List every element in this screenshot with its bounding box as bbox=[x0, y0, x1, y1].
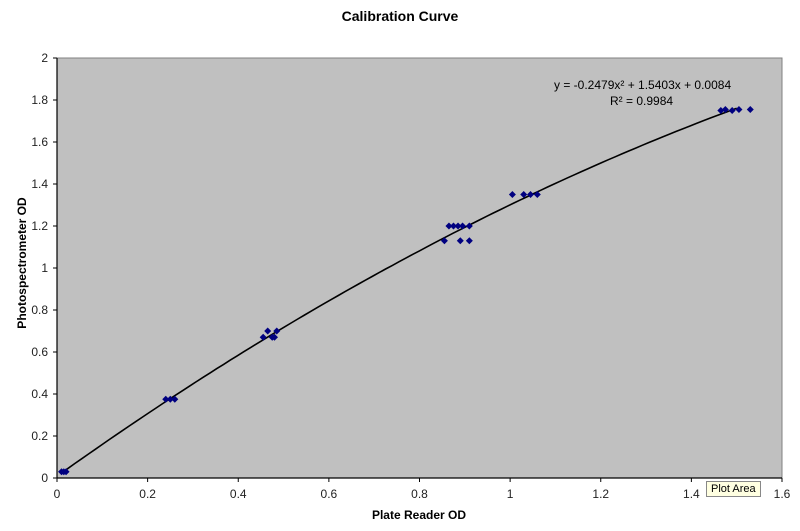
x-tick-label: 1.4 bbox=[683, 487, 700, 501]
data-point bbox=[273, 327, 281, 335]
data-point bbox=[520, 191, 528, 198]
data-point bbox=[166, 395, 174, 403]
x-tick-label: 0.2 bbox=[139, 487, 156, 501]
data-point bbox=[721, 105, 729, 113]
y-tick-label: 1.8 bbox=[31, 93, 48, 107]
data-point bbox=[746, 105, 754, 113]
data-point bbox=[259, 333, 267, 341]
plot-area-tooltip: Plot Area bbox=[706, 481, 761, 497]
chart-title: Calibration Curve bbox=[341, 8, 459, 24]
data-point bbox=[456, 237, 464, 245]
data-point bbox=[465, 222, 473, 230]
data-point bbox=[440, 237, 448, 245]
x-tick-label: 0 bbox=[54, 487, 61, 501]
y-tick-label: 0.4 bbox=[31, 387, 48, 401]
svg-text:y = -0.2479x² + 1.5403x + 0.00: y = -0.2479x² + 1.5403x + 0.0084 bbox=[554, 78, 731, 92]
plot-area[interactable] bbox=[56, 57, 783, 479]
y-tick-label: 0.8 bbox=[31, 303, 48, 317]
data-point bbox=[171, 395, 179, 403]
y-tick-label: 2 bbox=[41, 51, 48, 65]
y-tick-label: 0.6 bbox=[31, 345, 48, 359]
data-point bbox=[271, 333, 278, 341]
y-tick-label: 1.4 bbox=[31, 177, 48, 191]
data-point bbox=[533, 191, 541, 198]
axes: 0 0.2 0.4 0.6 0.8 1 1.2 1.4 1.6 0 0.2 0.4 0.6 0.8 1 1.2… bbox=[31, 51, 790, 501]
data-point bbox=[735, 105, 743, 113]
x-tick-label: 1.2 bbox=[592, 487, 609, 501]
x-tick-label: 0.6 bbox=[321, 487, 338, 501]
y-tick-label: 0.2 bbox=[31, 429, 48, 443]
data-point bbox=[454, 222, 462, 230]
data-point bbox=[527, 191, 535, 198]
y-tick-label: 1.6 bbox=[31, 135, 48, 149]
data-point bbox=[508, 191, 516, 198]
y-tick-label: 0 bbox=[41, 471, 48, 485]
data-point bbox=[728, 107, 736, 114]
trendline bbox=[61, 107, 737, 474]
x-axis-label: Plate Reader OD bbox=[371, 508, 467, 522]
data-point bbox=[449, 222, 457, 230]
svg-text:R² = 0.9984: R² = 0.9984 bbox=[610, 94, 673, 108]
y-tick-label: 1 bbox=[41, 261, 48, 275]
data-points bbox=[58, 105, 754, 476]
x-tick-label: 0.8 bbox=[411, 487, 428, 501]
data-point bbox=[62, 468, 70, 476]
data-point bbox=[445, 222, 453, 230]
x-tick-label: 0.4 bbox=[230, 487, 247, 501]
trendline-equation: y = -0.2479x² + 1.5403x + 0.0084 R² = 0.9… bbox=[554, 78, 731, 108]
data-point bbox=[264, 327, 272, 335]
data-point bbox=[162, 395, 170, 403]
y-tick-label: 1.2 bbox=[31, 219, 48, 233]
x-tick-label: 1 bbox=[507, 487, 514, 501]
data-point bbox=[459, 222, 467, 230]
data-point bbox=[465, 237, 473, 245]
x-tick-label: 1.6 bbox=[774, 487, 791, 501]
